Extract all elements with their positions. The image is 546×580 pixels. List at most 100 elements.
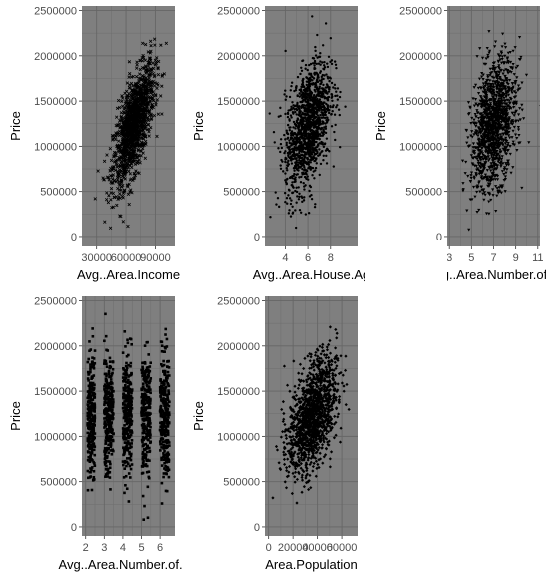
data-point bbox=[294, 110, 297, 114]
data-point bbox=[487, 30, 491, 33]
data-point bbox=[122, 388, 126, 392]
data-point bbox=[481, 168, 485, 172]
data-point bbox=[138, 142, 143, 147]
scatter-panel-1: 0500000100000015000002000000250000030000… bbox=[8, 6, 180, 282]
data-point bbox=[471, 97, 475, 101]
data-point bbox=[135, 60, 139, 64]
data-point bbox=[120, 96, 125, 100]
data-point bbox=[482, 177, 486, 181]
data-point bbox=[148, 379, 152, 383]
data-point bbox=[141, 457, 145, 461]
data-point bbox=[477, 142, 481, 146]
data-point bbox=[483, 193, 487, 197]
data-point bbox=[292, 174, 295, 178]
data-point bbox=[137, 109, 141, 114]
data-point bbox=[137, 136, 141, 140]
data-point bbox=[130, 452, 133, 456]
data-point bbox=[473, 122, 477, 126]
data-point bbox=[295, 124, 298, 128]
data-point bbox=[147, 371, 151, 375]
data-point bbox=[146, 401, 149, 404]
data-point bbox=[499, 165, 503, 168]
data-point bbox=[503, 85, 507, 89]
data-point bbox=[307, 178, 310, 181]
data-point bbox=[479, 143, 483, 147]
data-point bbox=[305, 142, 308, 145]
data-point bbox=[146, 516, 150, 520]
data-point bbox=[506, 59, 510, 63]
data-point bbox=[322, 154, 325, 158]
data-point bbox=[473, 152, 477, 155]
data-point bbox=[296, 94, 299, 98]
data-point bbox=[273, 141, 276, 144]
data-point bbox=[315, 78, 319, 82]
data-point bbox=[486, 55, 490, 59]
data-point bbox=[295, 159, 299, 162]
data-point bbox=[488, 176, 492, 180]
data-point bbox=[460, 159, 465, 163]
data-point bbox=[152, 37, 157, 41]
data-point bbox=[296, 117, 300, 120]
data-point bbox=[128, 172, 133, 176]
data-point bbox=[338, 113, 341, 117]
data-point bbox=[284, 200, 287, 204]
data-point bbox=[291, 154, 294, 157]
data-point bbox=[326, 75, 329, 79]
data-point bbox=[502, 178, 506, 182]
data-point bbox=[114, 133, 118, 138]
data-point bbox=[89, 370, 92, 374]
data-point bbox=[471, 163, 475, 167]
data-point bbox=[483, 120, 488, 124]
data-point bbox=[283, 93, 286, 96]
data-point bbox=[478, 171, 482, 175]
data-point bbox=[511, 101, 515, 105]
data-point bbox=[306, 121, 309, 124]
data-point bbox=[318, 137, 321, 141]
data-point bbox=[109, 187, 114, 191]
data-point bbox=[132, 171, 137, 176]
data-point bbox=[105, 374, 108, 378]
data-point bbox=[289, 126, 292, 129]
data-point bbox=[488, 122, 492, 125]
data-point bbox=[134, 111, 138, 115]
data-point bbox=[301, 120, 305, 124]
data-point bbox=[507, 130, 511, 134]
data-point bbox=[508, 96, 512, 100]
data-point bbox=[147, 130, 151, 134]
data-point bbox=[300, 141, 303, 145]
data-point bbox=[477, 137, 481, 141]
data-point bbox=[470, 130, 474, 133]
data-point bbox=[288, 95, 292, 99]
data-point bbox=[518, 87, 522, 91]
data-point bbox=[309, 99, 312, 102]
data-point bbox=[131, 84, 135, 88]
data-point bbox=[303, 168, 307, 171]
data-point bbox=[306, 86, 309, 89]
data-point bbox=[288, 141, 291, 145]
data-point bbox=[495, 105, 499, 109]
data-point bbox=[461, 189, 465, 193]
data-point bbox=[515, 149, 519, 152]
data-point bbox=[269, 216, 272, 219]
data-point bbox=[123, 424, 126, 427]
data-point bbox=[498, 143, 502, 147]
data-point bbox=[483, 135, 487, 138]
data-point bbox=[162, 72, 167, 76]
data-point bbox=[290, 108, 293, 111]
data-point bbox=[491, 109, 496, 113]
data-point bbox=[314, 45, 317, 49]
data-point bbox=[501, 127, 505, 130]
data-point bbox=[500, 45, 504, 49]
data-point bbox=[286, 161, 289, 164]
data-point bbox=[104, 197, 109, 202]
data-point bbox=[303, 188, 306, 191]
data-point bbox=[499, 99, 503, 103]
data-point bbox=[134, 99, 138, 103]
data-point bbox=[496, 160, 500, 164]
data-point bbox=[128, 97, 132, 102]
data-point bbox=[330, 81, 334, 85]
data-point bbox=[129, 108, 134, 113]
data-point bbox=[318, 87, 321, 90]
data-point bbox=[110, 205, 114, 210]
data-point bbox=[499, 150, 503, 154]
